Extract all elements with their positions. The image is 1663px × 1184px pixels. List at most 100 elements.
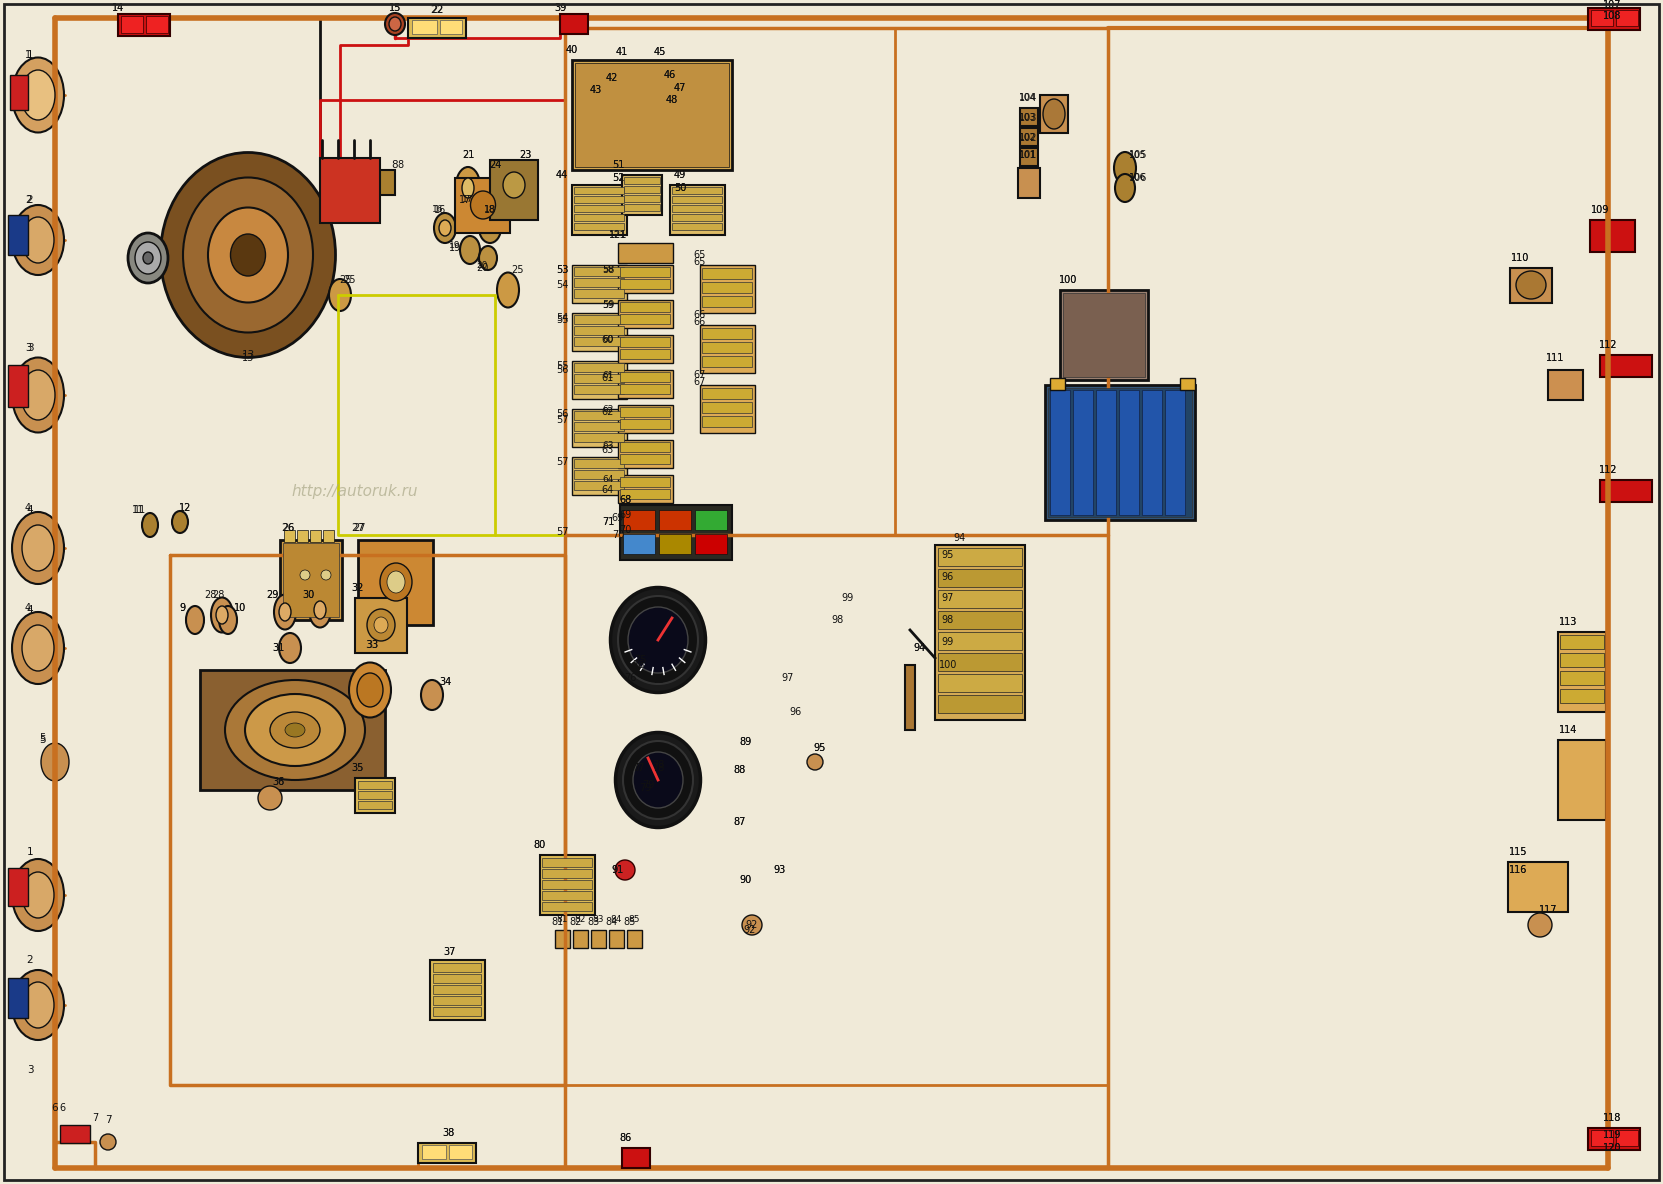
- Ellipse shape: [1517, 271, 1547, 300]
- Text: 83: 83: [589, 916, 600, 927]
- Bar: [672, 223, 722, 230]
- Text: 78: 78: [652, 762, 664, 773]
- Text: 58: 58: [602, 265, 614, 275]
- Text: 33: 33: [366, 641, 379, 650]
- Text: 13: 13: [241, 350, 254, 360]
- Bar: [1049, 378, 1064, 390]
- Text: 61: 61: [602, 371, 614, 380]
- Text: 107: 107: [1603, 0, 1621, 9]
- Text: 1: 1: [27, 847, 33, 857]
- Bar: [574, 223, 624, 230]
- Text: 38: 38: [442, 1128, 454, 1138]
- Text: 120: 120: [1603, 1143, 1621, 1153]
- Text: 24: 24: [489, 160, 501, 170]
- Ellipse shape: [274, 594, 296, 630]
- Bar: [1019, 128, 1038, 146]
- Bar: [620, 384, 670, 394]
- Text: 98: 98: [832, 614, 845, 625]
- Text: 85: 85: [629, 915, 640, 925]
- Text: 8: 8: [392, 160, 399, 170]
- Bar: [8, 978, 28, 1018]
- Bar: [1588, 8, 1640, 30]
- Text: 105: 105: [1129, 150, 1146, 160]
- Bar: [938, 590, 1023, 609]
- Text: 110: 110: [1510, 253, 1530, 263]
- Bar: [619, 475, 674, 503]
- Bar: [432, 974, 481, 983]
- Bar: [279, 540, 343, 620]
- Text: 88: 88: [733, 765, 747, 776]
- Bar: [542, 902, 592, 910]
- Text: 40: 40: [565, 45, 579, 54]
- Ellipse shape: [12, 970, 63, 1040]
- Bar: [700, 385, 755, 433]
- Text: 28: 28: [211, 590, 225, 600]
- Bar: [622, 175, 662, 215]
- Text: 58: 58: [602, 265, 614, 275]
- Ellipse shape: [461, 236, 481, 264]
- Text: 45: 45: [654, 47, 667, 57]
- Text: 7: 7: [91, 1113, 98, 1122]
- Text: 83: 83: [592, 915, 604, 925]
- Text: 9: 9: [180, 603, 185, 613]
- Text: 82: 82: [574, 915, 585, 925]
- Bar: [670, 185, 725, 234]
- Text: 33: 33: [366, 641, 378, 650]
- Bar: [574, 278, 624, 287]
- Bar: [574, 374, 624, 382]
- Text: 42: 42: [605, 73, 619, 83]
- Text: 49: 49: [674, 170, 687, 180]
- Bar: [358, 781, 392, 789]
- Text: 96: 96: [941, 572, 955, 583]
- Text: 91: 91: [612, 866, 624, 875]
- Text: 119: 119: [1603, 1130, 1621, 1140]
- Text: 38: 38: [442, 1128, 454, 1138]
- Text: 113: 113: [1558, 617, 1577, 628]
- Text: 25: 25: [512, 265, 524, 275]
- Text: 17: 17: [462, 195, 474, 205]
- Bar: [8, 365, 28, 407]
- Bar: [542, 892, 592, 900]
- Bar: [574, 214, 624, 221]
- Ellipse shape: [22, 369, 55, 420]
- Bar: [624, 204, 660, 211]
- Bar: [1059, 290, 1147, 380]
- Bar: [938, 548, 1023, 566]
- Bar: [702, 342, 752, 353]
- Bar: [672, 205, 722, 212]
- Bar: [702, 282, 752, 292]
- Text: 101: 101: [1019, 150, 1036, 160]
- Ellipse shape: [12, 58, 63, 133]
- Text: 90: 90: [738, 875, 752, 884]
- Bar: [620, 314, 670, 324]
- Text: 20: 20: [476, 260, 487, 270]
- Bar: [620, 506, 732, 560]
- Bar: [619, 300, 674, 328]
- Text: 36: 36: [271, 777, 284, 787]
- Text: 112: 112: [1598, 465, 1616, 475]
- Text: 19: 19: [449, 240, 461, 250]
- Bar: [441, 20, 462, 34]
- Ellipse shape: [479, 246, 497, 270]
- Ellipse shape: [22, 217, 53, 263]
- Bar: [1142, 390, 1162, 515]
- Ellipse shape: [434, 213, 456, 243]
- Bar: [624, 195, 660, 202]
- Ellipse shape: [279, 633, 301, 663]
- Text: 97: 97: [941, 593, 955, 603]
- Bar: [121, 17, 143, 33]
- Text: 87: 87: [733, 817, 747, 826]
- Bar: [432, 996, 481, 1005]
- Text: 120: 120: [1603, 1143, 1621, 1153]
- Text: 2: 2: [27, 955, 33, 965]
- Ellipse shape: [1114, 174, 1136, 202]
- Text: 111: 111: [1547, 353, 1565, 363]
- Bar: [659, 510, 692, 530]
- Ellipse shape: [374, 617, 387, 633]
- Text: 69: 69: [619, 510, 632, 520]
- Bar: [284, 530, 294, 542]
- Bar: [432, 985, 481, 995]
- Text: 15: 15: [389, 4, 401, 13]
- Bar: [574, 385, 624, 394]
- Text: 69: 69: [612, 513, 624, 523]
